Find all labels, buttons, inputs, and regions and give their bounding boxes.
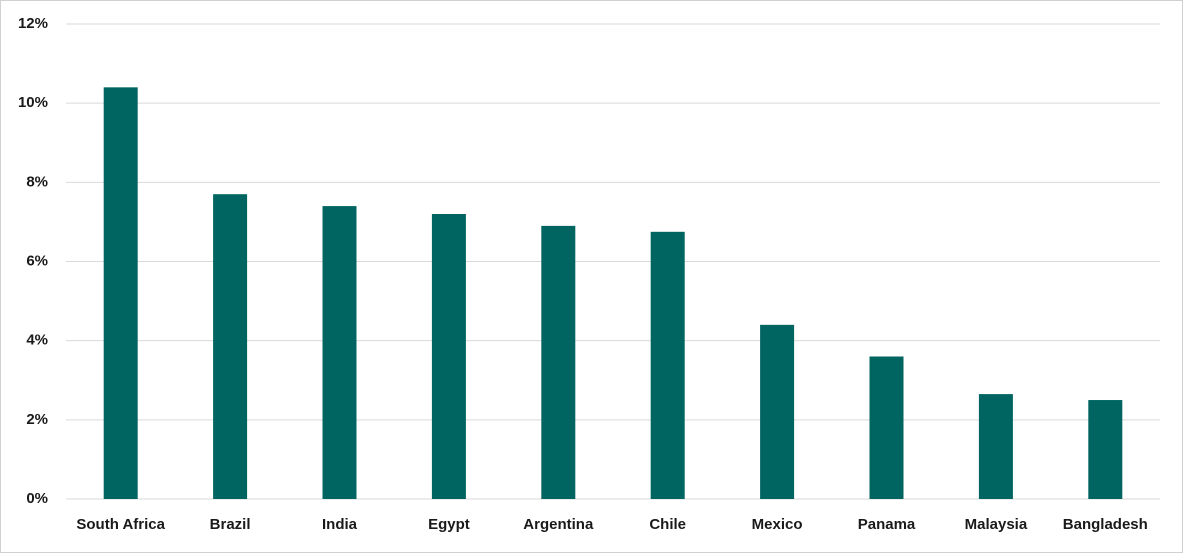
x-tick-label: Argentina	[523, 516, 594, 533]
bar	[1088, 400, 1123, 499]
bar	[103, 87, 138, 499]
bar	[322, 206, 357, 500]
bar	[760, 324, 795, 499]
y-tick-label: 0%	[26, 490, 48, 507]
y-tick-label: 8%	[26, 173, 48, 190]
x-tick-label: Panama	[858, 516, 916, 533]
x-tick-label: Malaysia	[965, 516, 1028, 533]
bar	[431, 214, 466, 499]
bar	[650, 231, 685, 499]
x-tick-label: South Africa	[76, 516, 165, 533]
y-tick-label: 10%	[18, 94, 48, 111]
bar	[869, 356, 904, 499]
bar	[978, 394, 1013, 499]
y-tick-label: 2%	[26, 411, 48, 428]
x-tick-label: India	[322, 516, 358, 533]
x-tick-label: Chile	[649, 516, 686, 533]
y-tick-label: 4%	[26, 332, 48, 349]
x-tick-label: Egypt	[428, 516, 470, 533]
x-tick-label: Mexico	[752, 516, 803, 533]
y-tick-label: 6%	[26, 252, 48, 269]
bar	[213, 194, 248, 500]
x-tick-label: Brazil	[210, 516, 251, 533]
y-tick-label: 12%	[18, 15, 48, 32]
x-tick-label: Bangladesh	[1063, 516, 1148, 533]
bar	[541, 225, 576, 499]
